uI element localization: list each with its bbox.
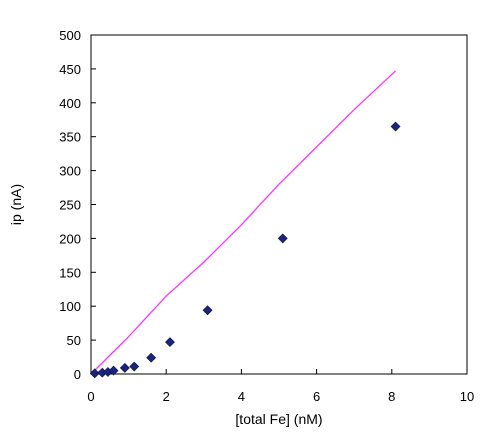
- x-tick-label: 0: [87, 389, 94, 404]
- series-layer: [89, 70, 401, 379]
- y-tick-label: 250: [59, 198, 81, 213]
- x-tick-label: 6: [313, 389, 320, 404]
- data-point: [202, 305, 213, 316]
- x-tick-label: 4: [238, 389, 245, 404]
- y-tick-label: 350: [59, 130, 81, 145]
- y-tick-label: 400: [59, 96, 81, 111]
- data-point: [277, 233, 288, 244]
- y-tick-label: 50: [67, 333, 81, 348]
- data-point: [165, 337, 175, 348]
- data-point: [89, 368, 100, 379]
- y-tick-label: 500: [59, 28, 81, 43]
- y-axis-label: ip (nA): [8, 184, 24, 225]
- data-point: [146, 352, 157, 363]
- data-point: [108, 365, 119, 376]
- y-tick-label: 300: [59, 164, 81, 179]
- x-axis-label: [total Fe] (nM): [235, 411, 322, 427]
- data-point: [390, 121, 401, 132]
- y-axis-ticks: 0 50 100 150 200 250 300 350 400 450 500: [59, 28, 96, 382]
- y-tick-label: 100: [59, 299, 81, 314]
- y-tick-label: 0: [74, 367, 81, 382]
- plot-area: [90, 34, 468, 375]
- data-point: [129, 361, 140, 372]
- data-point: [119, 362, 130, 373]
- y-tick-label: 450: [59, 62, 81, 77]
- y-tick-label: 200: [59, 231, 81, 246]
- x-tick-label: 10: [460, 389, 474, 404]
- fit-line: [90, 70, 397, 375]
- x-tick-label: 8: [388, 389, 395, 404]
- y-tick-label: 150: [59, 265, 81, 280]
- x-tick-label: 2: [163, 389, 170, 404]
